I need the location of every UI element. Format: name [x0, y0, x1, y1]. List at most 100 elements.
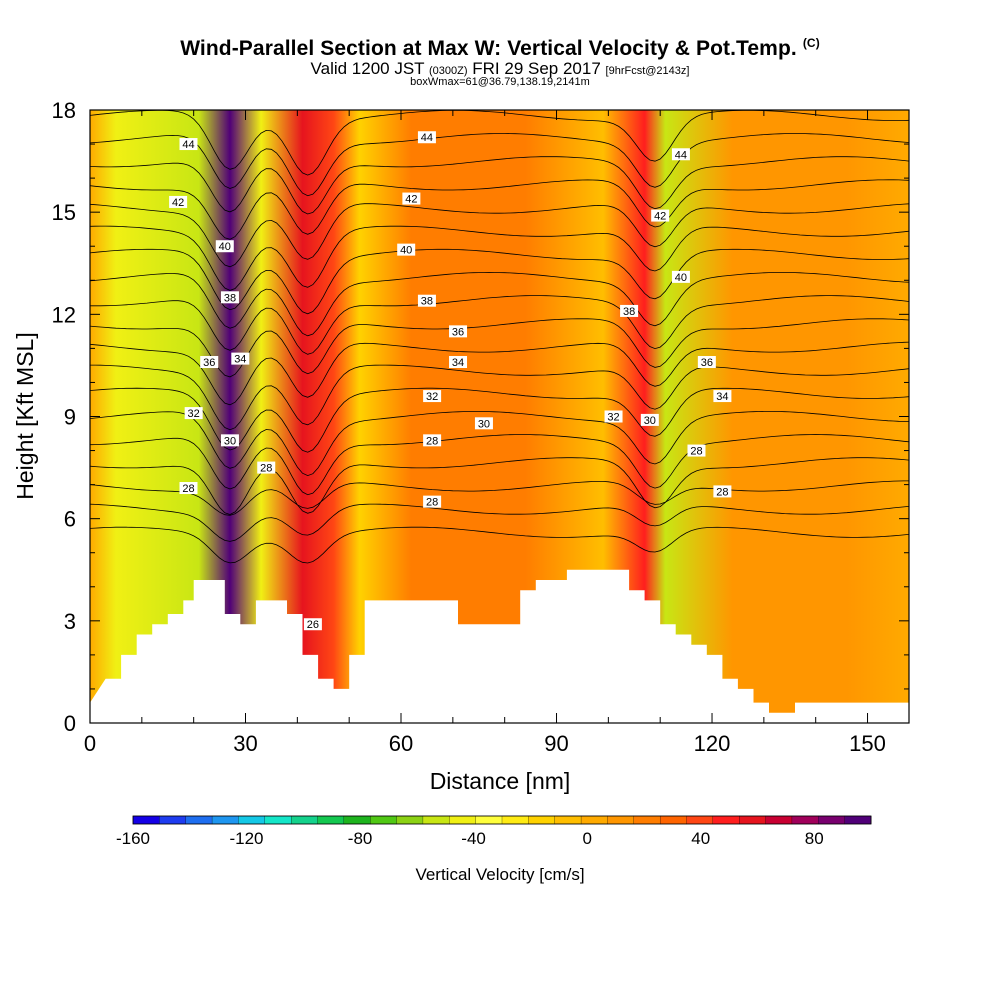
- x-tick-label: 0: [84, 731, 96, 756]
- contour-label: 42: [405, 194, 417, 206]
- isentrope-line: [90, 248, 909, 315]
- contour-label: 36: [701, 357, 713, 369]
- colorbar-swatch: [712, 815, 740, 825]
- contour-label-bg: [220, 291, 239, 304]
- contour-label-bg: [423, 390, 442, 403]
- colorbar-swatch: [475, 815, 503, 825]
- colorbar-swatch: [370, 815, 398, 825]
- contour-label-bg: [687, 444, 706, 457]
- colorbar-tick-label: -120: [229, 829, 263, 848]
- isentrope-line: [90, 411, 909, 477]
- colorbar-swatch: [449, 815, 477, 825]
- utc-time: (0300Z): [429, 65, 468, 77]
- contour-label-bg: [417, 294, 436, 307]
- contour-label-bg: [220, 434, 239, 447]
- title-unit: (C): [802, 36, 820, 50]
- contour-label: 30: [224, 435, 236, 447]
- contour-label-bg: [423, 495, 442, 508]
- colorbar-swatch: [422, 815, 450, 825]
- colorbar-tick-label: -40: [461, 829, 486, 848]
- y-tick-label: 18: [52, 98, 76, 123]
- plot-area: 44 44 44 42 42 42 40 40 40 38 38 38 36 36 36 34 34 34 32 32…: [89, 109, 910, 724]
- colorbar-swatch: [528, 815, 556, 825]
- contour-label: 32: [607, 412, 619, 424]
- contour-label: 38: [224, 292, 236, 304]
- contour-label-bg: [303, 618, 322, 631]
- isentrope-line: [90, 133, 909, 197]
- colorbar-swatch: [317, 815, 345, 825]
- contour-label: 28: [426, 497, 438, 509]
- colorbar-swatch: [396, 815, 424, 825]
- colorbar-swatch: [185, 815, 213, 825]
- contour-label-bg: [169, 195, 188, 208]
- x-tick-label: 90: [544, 731, 568, 756]
- colorbar-frame: [132, 815, 872, 825]
- contour-label-bg: [640, 413, 659, 426]
- contour-label: 34: [716, 391, 728, 403]
- contour-label-bg: [449, 356, 468, 369]
- colorbar-swatch: [765, 815, 793, 825]
- y-tick-label: 9: [64, 405, 76, 430]
- contour-label-bg: [397, 243, 416, 256]
- contour-label: 28: [716, 486, 728, 498]
- isentrope-line: [90, 318, 909, 378]
- contour-label: 36: [452, 326, 464, 338]
- isentrope-line: [90, 225, 909, 291]
- isentrope-line: [90, 110, 909, 176]
- contour-label: 38: [623, 306, 635, 318]
- contour-label-bg: [449, 325, 468, 338]
- contour-label: 30: [644, 415, 656, 427]
- isentrope-line: [90, 156, 909, 215]
- contour-label: 42: [654, 211, 666, 223]
- contour-label: 36: [203, 357, 215, 369]
- contour-label-bg: [402, 192, 421, 205]
- contour-labels: 44 44 44 42 42 42 40 40 40 38 38 38 36 36 36 34 34 34 32 32…: [169, 131, 732, 631]
- contour-label-bg: [651, 209, 670, 222]
- contour-label: 40: [675, 272, 687, 284]
- colorbar-swatch: [633, 815, 661, 825]
- contour-label-bg: [713, 485, 732, 498]
- x-axis-label: Distance [nm]: [430, 768, 571, 794]
- x-tick-label: 30: [233, 731, 257, 756]
- contour-label: 40: [400, 245, 412, 257]
- contour-label: 32: [188, 408, 200, 420]
- colorbar-swatch: [264, 815, 292, 825]
- isentrope-line: [90, 271, 909, 337]
- isentrope-line: [90, 457, 909, 515]
- colorbar-swatch: [554, 815, 582, 825]
- colorbar-swatch: [686, 815, 714, 825]
- contour-label-bg: [179, 482, 198, 495]
- y-tick-label: 0: [64, 711, 76, 736]
- box-wmax-info: boxWmax=61@36.79,138.19,2141m: [410, 76, 590, 88]
- y-tick-label: 15: [52, 200, 76, 225]
- isentrope-line: [90, 526, 909, 564]
- colorbar-label: Vertical Velocity [cm/s]: [415, 865, 584, 884]
- contour-label: 32: [426, 391, 438, 403]
- colorbar-swatch: [290, 815, 318, 825]
- colorbar-swatch: [659, 815, 687, 825]
- contour-label: 28: [426, 435, 438, 447]
- contour-label: 28: [182, 483, 194, 495]
- colorbar-swatch: [791, 815, 819, 825]
- isentrope-line: [90, 179, 909, 240]
- chart-subtitle: Valid 1200 JST (0300Z) FRI 29 Sep 2017 […: [0, 59, 1000, 79]
- colorbar-swatch: [343, 815, 371, 825]
- colorbar-swatch: [580, 815, 608, 825]
- contour-label-bg: [671, 270, 690, 283]
- contour-label-bg: [671, 148, 690, 161]
- contour-label-bg: [697, 356, 716, 369]
- colorbar-tick-label: -160: [116, 829, 150, 848]
- isentrope-line: [90, 387, 909, 453]
- colorbar: -160 -120 -80 -40 0 40 80: [116, 815, 872, 848]
- contour-label: 28: [690, 446, 702, 458]
- colorbar-swatch: [607, 815, 635, 825]
- contour-label-bg: [200, 356, 219, 369]
- contour-label: 44: [675, 149, 687, 161]
- x-tick-label: 60: [389, 731, 413, 756]
- contour-label-bg: [423, 434, 442, 447]
- contour-label-bg: [474, 417, 493, 430]
- colorbar-swatch: [238, 815, 266, 825]
- chart-title: Wind-Parallel Section at Max W: Vertical…: [180, 36, 820, 60]
- contour-label: 34: [234, 354, 246, 366]
